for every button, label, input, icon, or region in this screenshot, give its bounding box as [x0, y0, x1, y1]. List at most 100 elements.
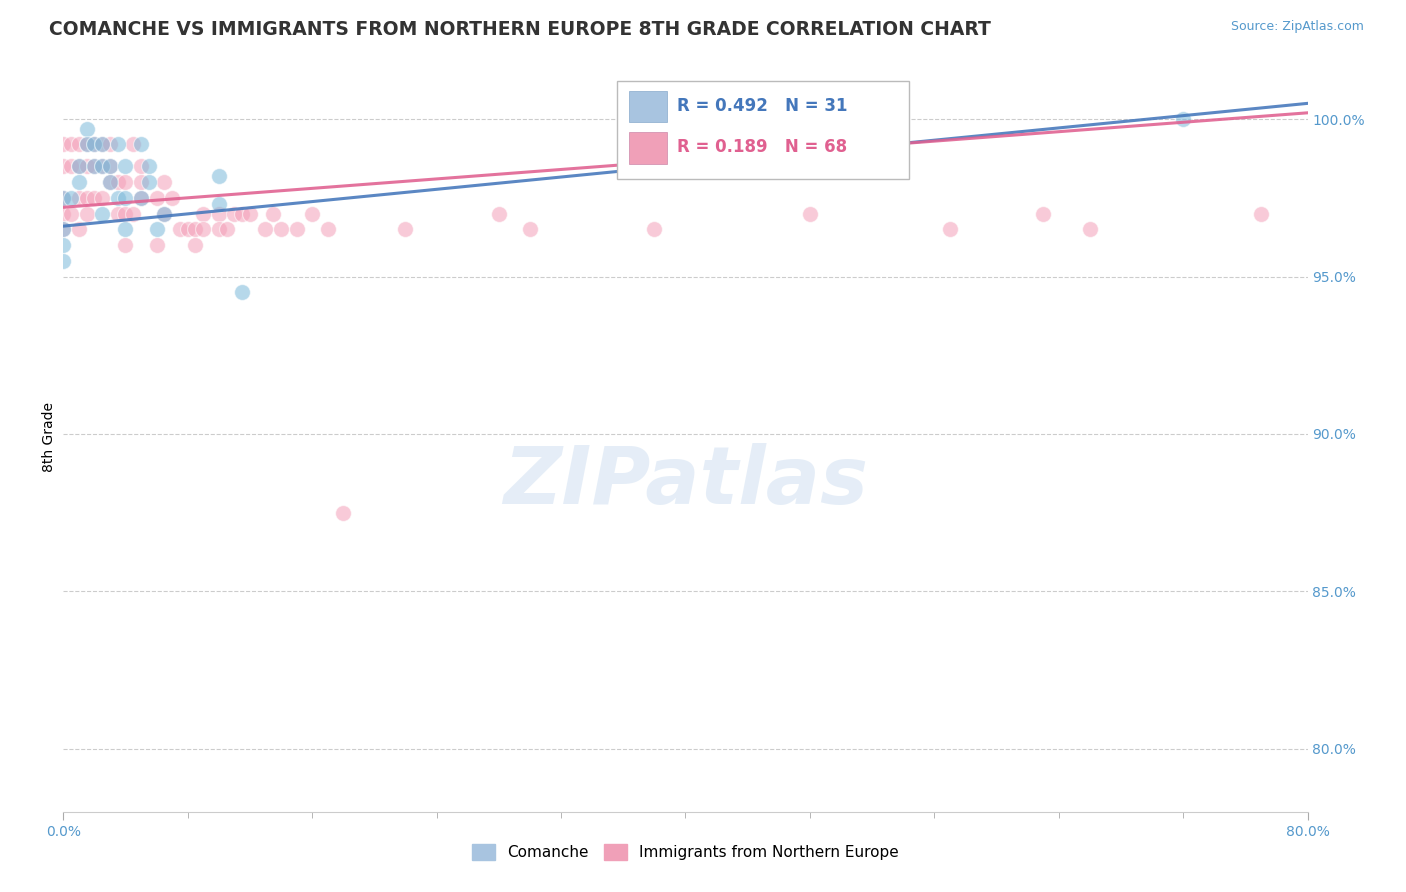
Point: [52, 222, 75, 236]
Point: [67, 159, 90, 173]
Point: [114, 191, 136, 205]
Point: [193, 206, 215, 220]
Point: [145, 238, 167, 252]
Point: [60, 206, 83, 220]
Point: [52, 191, 75, 205]
Point: [208, 197, 231, 211]
Point: [76, 159, 98, 173]
Point: [122, 206, 145, 220]
Point: [83, 159, 105, 173]
Point: [643, 222, 665, 236]
FancyBboxPatch shape: [617, 81, 910, 178]
Point: [91, 159, 114, 173]
Point: [52, 159, 75, 173]
Text: COMANCHE VS IMMIGRANTS FROM NORTHERN EUROPE 8TH GRADE CORRELATION CHART: COMANCHE VS IMMIGRANTS FROM NORTHERN EUR…: [49, 20, 991, 38]
Point: [52, 206, 75, 220]
Point: [67, 137, 90, 152]
Point: [67, 159, 90, 173]
Point: [98, 175, 121, 189]
Point: [153, 175, 176, 189]
Point: [177, 222, 200, 236]
Y-axis label: 8th Grade: 8th Grade: [42, 402, 56, 472]
Point: [52, 137, 75, 152]
Point: [114, 238, 136, 252]
Point: [939, 222, 962, 236]
Point: [488, 206, 510, 220]
Point: [98, 159, 121, 173]
Point: [98, 175, 121, 189]
Point: [799, 206, 821, 220]
Point: [184, 222, 207, 236]
Point: [129, 175, 152, 189]
Point: [76, 121, 98, 136]
Point: [160, 191, 183, 205]
Point: [83, 137, 105, 152]
Point: [91, 159, 114, 173]
Point: [107, 191, 129, 205]
Point: [52, 253, 75, 268]
Point: [67, 191, 90, 205]
Point: [224, 206, 246, 220]
Point: [98, 137, 121, 152]
Point: [129, 159, 152, 173]
Point: [239, 206, 262, 220]
Point: [107, 206, 129, 220]
Point: [394, 222, 416, 236]
Point: [107, 175, 129, 189]
Point: [98, 159, 121, 173]
Point: [153, 206, 176, 220]
Point: [301, 206, 323, 220]
Point: [129, 137, 152, 152]
Text: R = 0.189   N = 68: R = 0.189 N = 68: [676, 138, 846, 156]
Point: [76, 191, 98, 205]
Point: [76, 137, 98, 152]
Point: [231, 285, 253, 300]
Point: [60, 137, 83, 152]
Point: [52, 191, 75, 205]
Point: [316, 222, 339, 236]
Point: [138, 175, 160, 189]
Point: [129, 191, 152, 205]
Point: [67, 175, 90, 189]
Point: [519, 222, 541, 236]
Point: [122, 137, 145, 152]
Point: [114, 159, 136, 173]
Point: [107, 137, 129, 152]
FancyBboxPatch shape: [630, 132, 666, 163]
Point: [114, 222, 136, 236]
Point: [114, 206, 136, 220]
Point: [91, 137, 114, 152]
Point: [129, 191, 152, 205]
Point: [270, 222, 292, 236]
Point: [114, 175, 136, 189]
Point: [76, 206, 98, 220]
Point: [60, 159, 83, 173]
Point: [145, 191, 167, 205]
Point: [52, 238, 75, 252]
Point: [1250, 206, 1272, 220]
Point: [91, 137, 114, 152]
Text: Source: ZipAtlas.com: Source: ZipAtlas.com: [1230, 20, 1364, 33]
Point: [254, 222, 277, 236]
Point: [1032, 206, 1054, 220]
Point: [285, 222, 308, 236]
Point: [83, 191, 105, 205]
Point: [138, 159, 160, 173]
Point: [67, 222, 90, 236]
Point: [169, 222, 191, 236]
FancyBboxPatch shape: [630, 91, 666, 122]
Point: [184, 238, 207, 252]
Point: [1078, 222, 1101, 236]
Point: [91, 206, 114, 220]
Point: [52, 222, 75, 236]
Point: [262, 206, 284, 220]
Point: [231, 206, 253, 220]
Point: [76, 137, 98, 152]
Point: [145, 222, 167, 236]
Point: [83, 159, 105, 173]
Point: [208, 206, 231, 220]
Point: [332, 506, 354, 520]
Point: [1173, 112, 1195, 127]
Text: R = 0.492   N = 31: R = 0.492 N = 31: [676, 97, 848, 115]
Point: [91, 191, 114, 205]
